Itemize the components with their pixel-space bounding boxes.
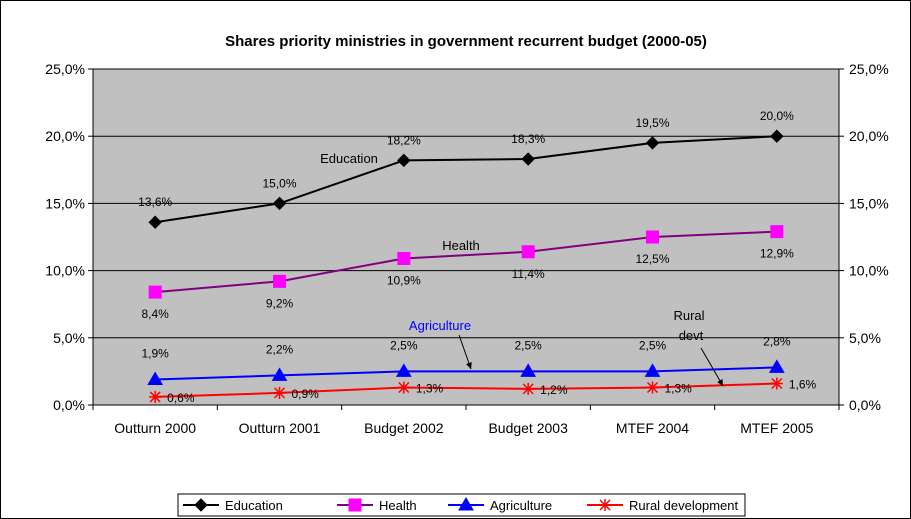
- x-tick-label: Budget 2002: [364, 420, 444, 436]
- y-tick-label-right: 5,0%: [849, 330, 881, 346]
- y-tick-label-left: 20,0%: [45, 128, 85, 144]
- data-label: 12,5%: [635, 252, 669, 266]
- legend-label: Health: [379, 498, 417, 513]
- y-tick-label-left: 25,0%: [45, 61, 85, 77]
- data-label: 13,6%: [138, 195, 172, 209]
- annotation-rural: Rural: [673, 308, 704, 323]
- data-label: 0,6%: [167, 391, 195, 405]
- y-tick-label-left: 10,0%: [45, 263, 85, 279]
- data-label: 2,2%: [266, 342, 294, 356]
- series-marker: [647, 382, 659, 394]
- data-label: 2,5%: [639, 338, 667, 352]
- data-label: 1,3%: [665, 382, 693, 396]
- series-marker: [398, 253, 410, 265]
- x-tick-label: MTEF 2005: [740, 420, 813, 436]
- data-label: 20,0%: [760, 109, 794, 123]
- series-marker: [599, 499, 611, 511]
- x-tick-label: Outturn 2000: [114, 420, 196, 436]
- data-label: 0,9%: [292, 387, 320, 401]
- x-tick-label: Outturn 2001: [239, 420, 321, 436]
- legend-label: Rural development: [629, 498, 739, 513]
- data-label: 2,5%: [390, 338, 418, 352]
- data-label: 18,2%: [387, 133, 421, 147]
- data-label: 11,4%: [512, 267, 545, 281]
- series-marker: [522, 383, 534, 395]
- y-tick-label-right: 20,0%: [849, 128, 889, 144]
- chart-title: Shares priority ministries in government…: [225, 33, 707, 50]
- data-label: 1,9%: [141, 346, 169, 360]
- data-label: 2,5%: [514, 338, 542, 352]
- data-label: 12,9%: [760, 247, 794, 261]
- legend-label: Agriculture: [490, 498, 552, 513]
- data-label: 1,3%: [416, 382, 444, 396]
- annotation-health: Health: [442, 238, 480, 253]
- x-tick-label: Budget 2003: [488, 420, 568, 436]
- data-label: 9,2%: [266, 296, 294, 310]
- data-label: 15,0%: [262, 176, 296, 190]
- series-marker: [349, 499, 361, 511]
- series-marker: [274, 387, 286, 399]
- annotation-education: Education: [320, 151, 378, 166]
- x-tick-label: MTEF 2004: [616, 420, 689, 436]
- y-tick-label-left: 0,0%: [53, 397, 85, 413]
- series-marker: [398, 382, 410, 394]
- data-label: 2,8%: [763, 334, 791, 348]
- data-label: 10,9%: [387, 274, 421, 288]
- series-marker: [522, 246, 534, 258]
- series-marker: [647, 231, 659, 243]
- data-label: 18,3%: [511, 132, 545, 146]
- y-tick-label-left: 5,0%: [53, 330, 85, 346]
- y-tick-label-right: 10,0%: [849, 263, 889, 279]
- series-marker: [149, 391, 161, 403]
- annotation-agriculture: Agriculture: [409, 318, 471, 333]
- annotation-devt: devt: [679, 328, 704, 343]
- y-tick-label-right: 15,0%: [849, 195, 889, 211]
- data-label: 1,2%: [540, 383, 568, 397]
- series-marker: [149, 286, 161, 298]
- series-marker: [771, 226, 783, 238]
- data-label: 1,6%: [789, 377, 817, 391]
- legend-label: Education: [225, 498, 283, 513]
- y-tick-label-right: 0,0%: [849, 397, 881, 413]
- y-tick-label-right: 25,0%: [849, 61, 889, 77]
- data-label: 19,5%: [635, 116, 669, 130]
- series-marker: [771, 377, 783, 389]
- y-tick-label-left: 15,0%: [45, 195, 85, 211]
- series-marker: [274, 275, 286, 287]
- data-label: 8,4%: [141, 307, 169, 321]
